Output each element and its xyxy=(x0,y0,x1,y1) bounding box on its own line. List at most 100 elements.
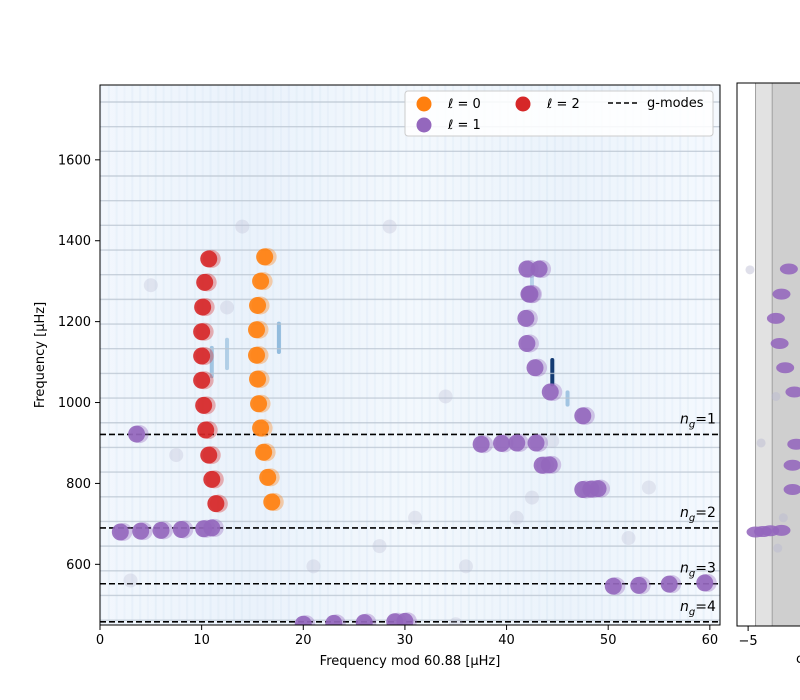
background-stripe xyxy=(303,85,306,625)
mode-point xyxy=(294,615,312,625)
background-stripe xyxy=(600,85,603,625)
background-stripe xyxy=(154,85,157,625)
background-stripe xyxy=(397,85,400,625)
mode-point xyxy=(325,614,343,625)
background-stripe xyxy=(561,85,564,625)
mode-point xyxy=(540,456,558,474)
side-mode-point xyxy=(766,312,785,324)
mode-point xyxy=(526,359,544,377)
background-stripe xyxy=(373,85,376,625)
side-mode-point xyxy=(776,362,795,374)
side-x-ticks: −5 xyxy=(739,626,758,649)
background-stripe xyxy=(694,85,697,625)
mode-point xyxy=(508,434,526,452)
main-x-axis-label: Frequency mod 60.88 [μHz] xyxy=(320,654,501,669)
background-stripe xyxy=(593,85,596,625)
legend-label-gmodes: g-modes xyxy=(647,96,704,111)
mode-point xyxy=(111,523,129,541)
background-stripe xyxy=(139,85,142,625)
mode-point xyxy=(492,434,510,452)
y-tick-label: 800 xyxy=(66,477,91,492)
x-tick-label: 10 xyxy=(193,633,210,648)
mode-point xyxy=(194,298,212,316)
background-stripe xyxy=(240,85,243,625)
mode-point xyxy=(200,250,218,268)
background-stripe xyxy=(506,85,509,625)
faint-point xyxy=(235,219,250,234)
faint-point xyxy=(458,559,473,574)
side-mode-point xyxy=(772,524,791,536)
background-ridge xyxy=(276,321,281,354)
faint-point xyxy=(382,219,397,234)
x-tick-label: 40 xyxy=(498,633,515,648)
background-ridge xyxy=(550,358,555,387)
g-mode-label: ng=2 xyxy=(680,505,716,524)
mode-points xyxy=(111,247,717,625)
legend-label-l0: ℓ = 0 xyxy=(447,97,481,112)
x-tick-label: 50 xyxy=(600,633,617,648)
g-mode-labels: ng=1 ng=2 ng=3 ng=4 xyxy=(680,411,716,617)
mode-point xyxy=(207,495,225,513)
background-stripes xyxy=(100,85,720,625)
background-stripe xyxy=(358,85,361,625)
y-tick-label: 1600 xyxy=(58,153,91,168)
background-stripe xyxy=(647,85,650,625)
background-stripe xyxy=(381,85,384,625)
background-stripe xyxy=(671,85,674,625)
y-tick-label: 1400 xyxy=(58,234,91,249)
legend-marker-l1 xyxy=(416,117,432,133)
x-tick-label: 0 xyxy=(96,633,104,648)
side-mode-point xyxy=(779,263,798,275)
background-stripe xyxy=(115,85,118,625)
main-plot-frame xyxy=(99,84,721,626)
mode-point xyxy=(249,296,267,314)
legend-entry-l0: ℓ = 0 xyxy=(416,96,481,112)
background-stripe xyxy=(655,85,658,625)
main-y-axis-label: Frequency [μHz] xyxy=(33,302,48,408)
mode-point xyxy=(203,470,221,488)
background-stripe xyxy=(632,85,635,625)
side-shaded-bands xyxy=(755,83,800,626)
background-stripe xyxy=(686,85,689,625)
background-ridge xyxy=(209,345,214,379)
background-stripe xyxy=(311,85,314,625)
g-mode-label: ng=4 xyxy=(680,599,716,618)
mode-point xyxy=(517,309,535,327)
background-stripe xyxy=(162,85,165,625)
mode-point xyxy=(250,395,268,413)
faint-point xyxy=(372,539,387,554)
background-stripe xyxy=(107,85,110,625)
background-stripe xyxy=(616,85,619,625)
background-stripe xyxy=(146,85,149,625)
legend-entry-l1: ℓ = 1 xyxy=(416,117,481,133)
background-stripe xyxy=(405,85,408,625)
background-stripe xyxy=(209,85,212,625)
mode-point xyxy=(604,577,622,595)
g-mode-label: ng=1 xyxy=(680,411,716,430)
faint-point xyxy=(306,559,321,574)
mode-point xyxy=(132,522,150,540)
background-stripe xyxy=(186,85,189,625)
background-stripe xyxy=(710,85,713,625)
mode-point xyxy=(128,425,146,443)
side-shaded-band xyxy=(755,83,773,626)
background-stripe xyxy=(436,85,439,625)
background-stripe xyxy=(718,85,720,625)
mode-point xyxy=(252,419,270,437)
background-stripe xyxy=(350,85,353,625)
side-faint-point xyxy=(773,543,783,553)
mode-point xyxy=(660,575,678,593)
background-stripe xyxy=(577,85,580,625)
y-tick-label: 1200 xyxy=(58,315,91,330)
mode-point xyxy=(521,285,539,303)
mode-point xyxy=(152,521,170,539)
background-stripe xyxy=(233,85,236,625)
legend-label-l1: ℓ = 1 xyxy=(447,118,481,133)
side-faint-point xyxy=(771,391,781,401)
x-tick-label: 30 xyxy=(397,633,414,648)
side-shaded-band xyxy=(772,83,800,626)
background-stripe xyxy=(366,85,369,625)
faint-point xyxy=(169,448,184,463)
background-stripe xyxy=(170,85,173,625)
background-stripe xyxy=(413,85,416,625)
